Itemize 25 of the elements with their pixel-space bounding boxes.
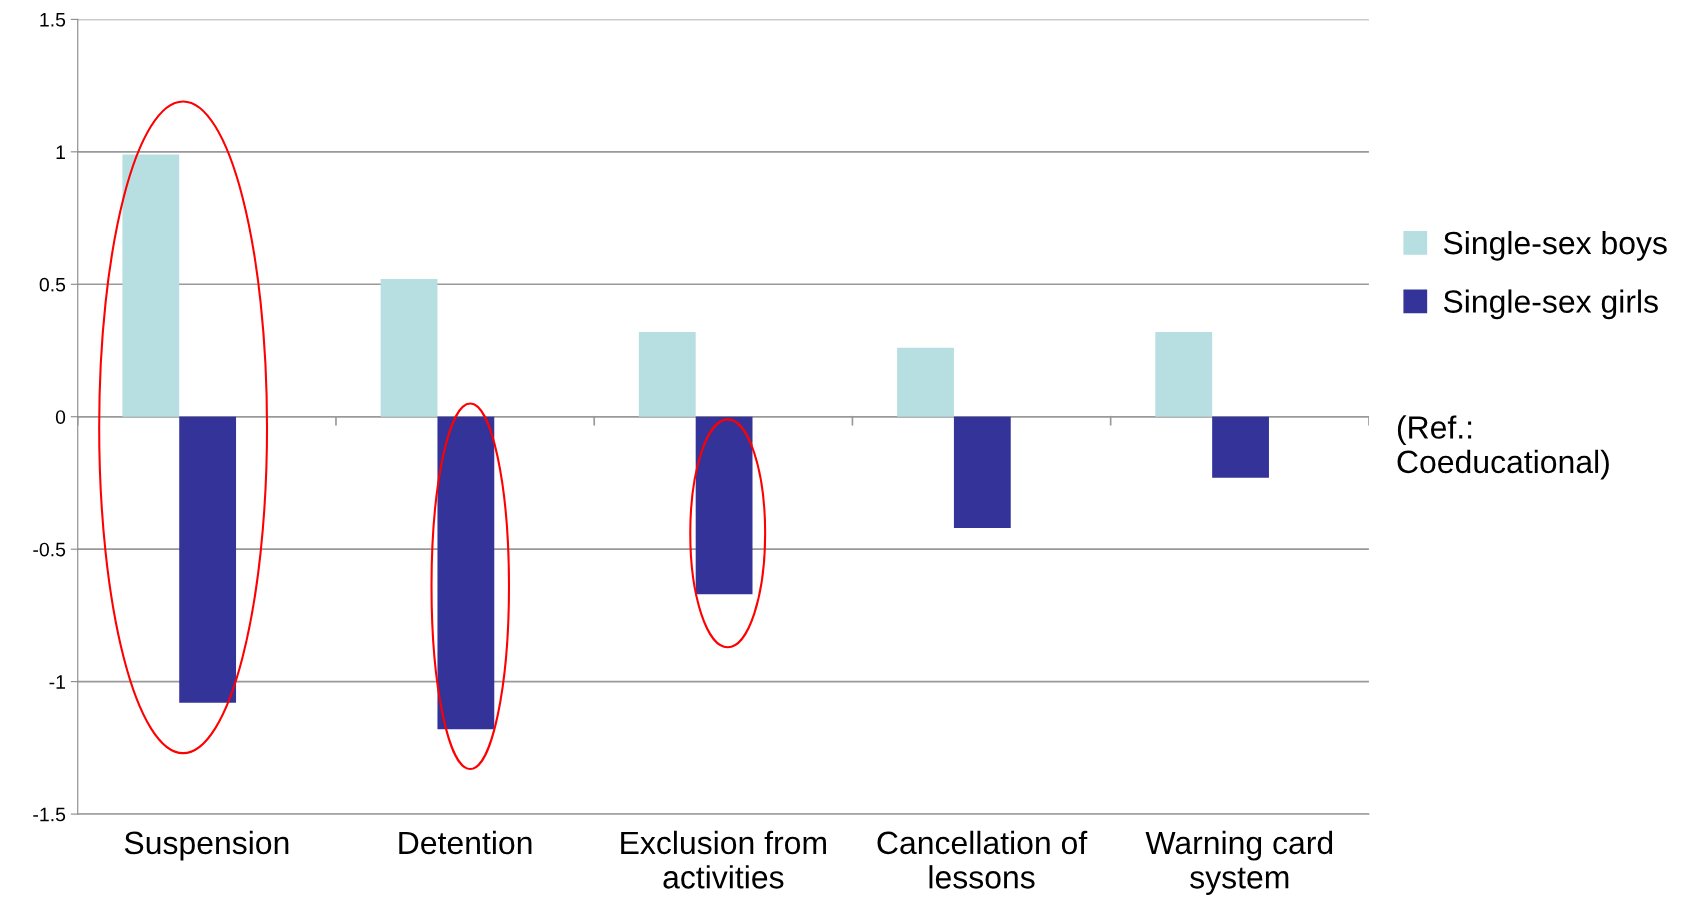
- y-tick-label: 0: [55, 410, 66, 424]
- x-tick-label: Suspension: [124, 830, 289, 861]
- y-tick-label: -0.5: [33, 542, 66, 557]
- x-tick-label: Exclusion from activities: [621, 830, 826, 889]
- y-tick-label: 0.5: [39, 277, 66, 292]
- bar: [1212, 416, 1269, 478]
- text: (Ref.: Coeducational): [1397, 415, 1609, 480]
- legend-label: Single-sex girls: [1443, 289, 1658, 320]
- x-tick-label: Detention: [399, 830, 532, 855]
- bar: [695, 416, 753, 595]
- y-tick-label: -1: [49, 675, 65, 689]
- bar: [953, 416, 1011, 528]
- legend-label: Single-sex boys: [1443, 230, 1667, 261]
- bar: [122, 154, 180, 417]
- bar: [1155, 331, 1213, 417]
- bar: [380, 278, 438, 417]
- y-tick-label: 1: [56, 145, 65, 159]
- x-tick-label: Warning card system: [1145, 830, 1333, 895]
- x-tick-label: Cancellation of lessons: [877, 830, 1088, 889]
- bar: [437, 416, 495, 730]
- y-tick-label: -1.5: [33, 807, 66, 822]
- y-tick-label: 1.5: [40, 13, 66, 27]
- bar: [179, 416, 237, 703]
- bar: [638, 331, 696, 417]
- bar: [897, 347, 954, 417]
